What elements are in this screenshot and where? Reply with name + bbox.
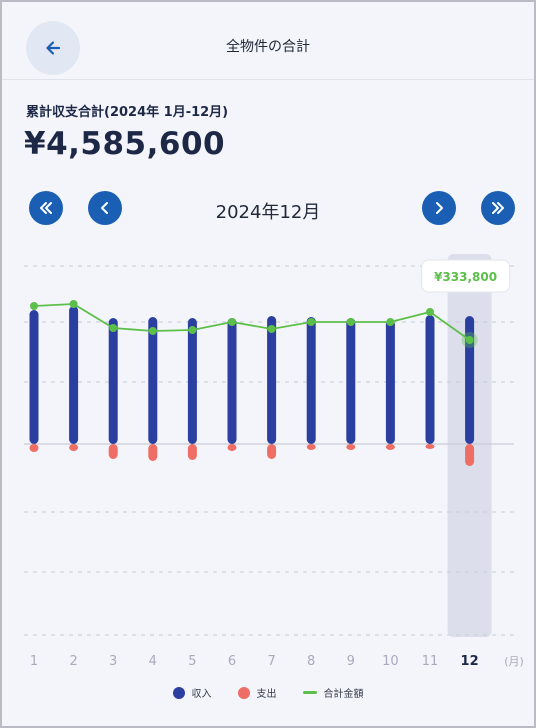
- x-tick-1: 1: [30, 654, 38, 669]
- total-point-1: [30, 302, 38, 310]
- x-tick-10: 10: [382, 654, 399, 669]
- expense-bar-2: [69, 444, 79, 451]
- expense-bar-1: [29, 444, 39, 452]
- legend-income-label: 収入: [191, 689, 212, 700]
- first-period-button[interactable]: [29, 191, 63, 225]
- legend-income: 収入: [172, 685, 212, 700]
- next-month-button[interactable]: [422, 191, 456, 225]
- x-tick-6: 6: [228, 654, 236, 669]
- expense-bar-11: [425, 444, 435, 449]
- income-bar-6: [227, 318, 237, 444]
- income-bar-11: [425, 315, 435, 444]
- expense-bar-4: [148, 444, 158, 461]
- chevron-left-icon: [101, 202, 108, 214]
- income-bar-7: [267, 316, 277, 444]
- expense-bar-9: [346, 444, 356, 450]
- page-title: 全物件の合計: [226, 39, 310, 55]
- income-bar-4: [148, 317, 158, 444]
- x-tick-11: 11: [422, 654, 439, 669]
- income-bar-5: [187, 318, 197, 444]
- tooltip-box: [421, 259, 511, 293]
- legend-total-label: 合計金額: [323, 689, 364, 700]
- expense-bar-5: [187, 444, 197, 460]
- cumulative-balance-label: 累計収支合計(2024年 1月-12月): [26, 105, 229, 120]
- back-button[interactable]: [26, 21, 80, 75]
- header-bar: 全物件の合計: [2, 2, 534, 80]
- expense-bar-3: [108, 444, 118, 459]
- legend-expense: 支出: [237, 685, 277, 700]
- arrow-left-icon: [46, 41, 61, 55]
- legend-total: 合計金額: [302, 685, 364, 700]
- total-line: [33, 303, 471, 341]
- legend-expense-swatch: [237, 686, 250, 699]
- total-point-5: [188, 326, 197, 334]
- total-point-11: [426, 308, 434, 316]
- x-tick-5: 5: [188, 654, 196, 669]
- income-bar-9: [346, 318, 356, 444]
- total-point-8: [307, 318, 316, 326]
- income-bar-12: [465, 316, 475, 444]
- income-bar-10: [385, 320, 395, 444]
- total-point-7: [267, 325, 276, 333]
- x-tick-2: 2: [69, 654, 77, 669]
- x-tick-8: 8: [307, 654, 315, 669]
- expense-bar-12: [465, 444, 475, 466]
- expense-bar-6: [227, 444, 237, 451]
- total-point-6: [228, 318, 236, 326]
- last-period-button[interactable]: [481, 191, 515, 225]
- expense-bar-7: [267, 444, 277, 459]
- double-chevron-right-icon: [492, 202, 504, 214]
- x-tick-4: 4: [149, 654, 157, 669]
- previous-month-button[interactable]: [88, 191, 122, 225]
- x-axis-unit: (月): [504, 655, 524, 668]
- legend-total-swatch: [302, 691, 317, 694]
- income-bar-2: [69, 306, 79, 444]
- tooltip-value: ¥333,800: [434, 270, 497, 284]
- total-point-9: [346, 318, 355, 326]
- total-point-10: [386, 318, 395, 326]
- legend-expense-label: 支出: [256, 689, 277, 700]
- income-bar-8: [306, 317, 316, 444]
- cumulative-balance-value: ¥4,585,600: [24, 126, 226, 162]
- income-bar-3: [108, 318, 118, 444]
- x-tick-12: 12: [461, 654, 479, 669]
- total-point-3: [109, 324, 118, 332]
- legend-income-swatch: [172, 686, 185, 699]
- total-point-2: [69, 300, 78, 308]
- x-tick-7: 7: [267, 654, 275, 669]
- expense-bar-8: [306, 444, 316, 450]
- total-point-4: [148, 327, 157, 335]
- expense-bar-10: [385, 444, 395, 450]
- x-tick-3: 3: [109, 654, 117, 669]
- current-month-label: 2024年12月: [215, 202, 321, 223]
- chart-legend: 収入 支出 合計金額: [2, 685, 534, 700]
- total-point-12: [465, 336, 474, 344]
- x-tick-9: 9: [347, 654, 355, 669]
- double-chevron-left-icon: [40, 202, 52, 214]
- income-bar-1: [29, 310, 39, 444]
- chevron-right-icon: [436, 202, 443, 214]
